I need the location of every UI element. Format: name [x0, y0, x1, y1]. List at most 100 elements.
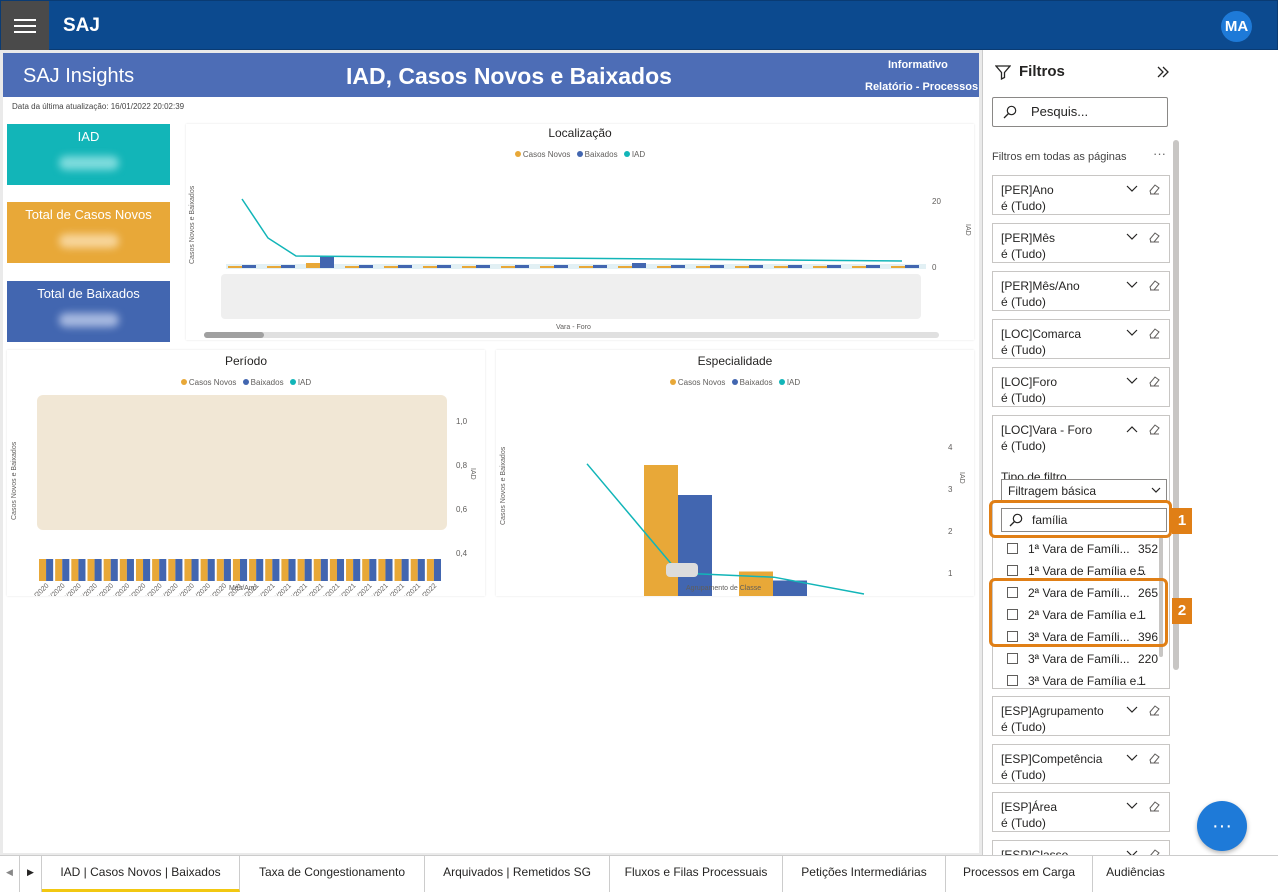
filter-card-vara-foro[interactable]: [LOC]Vara - Foro é (Tudo) Tipo de filtro	[992, 415, 1170, 689]
casos-novos-bar	[618, 266, 632, 268]
card-label: IAD	[77, 129, 100, 144]
menu-icon[interactable]	[1, 1, 49, 51]
chevron-down-icon[interactable]	[1126, 706, 1138, 714]
h-scrollbar-thumb[interactable]	[204, 332, 264, 338]
filter-search-input[interactable]: Pesquis...	[992, 97, 1168, 127]
checkbox[interactable]	[1007, 565, 1018, 576]
especialidade-chart[interactable]: Especialidade Casos Novos Baixados IAD C…	[496, 350, 974, 596]
checkbox[interactable]	[1007, 631, 1018, 642]
checkbox[interactable]	[1007, 653, 1018, 664]
tab-taxa[interactable]: Taxa de Congestionamento	[240, 856, 425, 892]
filter-card-agrupamento[interactable]: [ESP]Agrupamento é (Tudo)	[992, 696, 1170, 736]
checkbox[interactable]	[1007, 587, 1018, 598]
baixados-bar	[353, 559, 361, 581]
y2-tick: 0,4	[456, 549, 468, 558]
baixados-bar	[78, 559, 86, 581]
chevron-down-icon[interactable]	[1126, 329, 1138, 337]
filter-card-area[interactable]: [ESP]Área é (Tudo)	[992, 792, 1170, 832]
baixados-card[interactable]: Total de Baixados	[7, 281, 170, 342]
checkbox[interactable]	[1007, 543, 1018, 554]
casos-novos-bar	[152, 559, 160, 581]
chevron-down-icon[interactable]	[1126, 233, 1138, 241]
y2-tick: 0,6	[456, 505, 468, 514]
tab-prev-icon[interactable]: ◀	[0, 856, 20, 892]
casos-novos-bar	[267, 266, 281, 268]
eraser-icon[interactable]	[1148, 327, 1160, 339]
vara-option[interactable]: 3ª Vara de Família e... 1	[1007, 674, 1146, 686]
casos-novos-bar	[696, 266, 710, 268]
chart-title: Período	[224, 354, 268, 368]
tab-audiencias[interactable]: Audiências	[1106, 865, 1165, 879]
periodo-plot: Casos Novos e Baixados IAD 1,0 0,8 0,6 0…	[11, 395, 476, 596]
chevron-down-icon[interactable]	[1126, 281, 1138, 289]
baixados-bar	[905, 265, 919, 268]
report-link[interactable]: Relatório - Processos	[865, 81, 979, 93]
casos-novos-bar	[71, 559, 79, 581]
tab-processos-carga[interactable]: Processos em Carga	[946, 856, 1093, 892]
casos-novos-bar	[735, 266, 749, 268]
card-value-blurred	[58, 313, 119, 327]
chevron-down-icon[interactable]	[1126, 377, 1138, 385]
collapse-pane-icon[interactable]	[1156, 66, 1170, 78]
baixados-bar	[788, 265, 802, 268]
info-link[interactable]: Informativo	[888, 59, 948, 71]
filter-card-competencia[interactable]: [ESP]Competência é (Tudo)	[992, 744, 1170, 784]
chevron-down-icon[interactable]	[1126, 185, 1138, 193]
filter-card-mes-ano[interactable]: [PER]Mês/Ano é (Tudo)	[992, 271, 1170, 311]
baixados-bar	[515, 265, 529, 268]
eraser-icon[interactable]	[1148, 231, 1160, 243]
vara-option[interactable]: 1ª Vara de Família e... 5	[1007, 564, 1146, 578]
tab-next-icon[interactable]: ▶	[20, 856, 42, 892]
baixados-bar	[773, 580, 807, 596]
filter-card-mes[interactable]: [PER]Mês é (Tudo)	[992, 223, 1170, 263]
checkbox[interactable]	[1007, 675, 1018, 686]
baixados-bar	[336, 559, 345, 581]
vara-option[interactable]: 3ª Vara de Famíli... 220	[1007, 652, 1158, 666]
iad-card[interactable]: IAD	[7, 124, 170, 185]
more-options-icon[interactable]: ···	[1153, 146, 1166, 161]
eraser-icon[interactable]	[1148, 423, 1160, 435]
filter-card-ano[interactable]: [PER]Ano é (Tudo)	[992, 175, 1170, 215]
eraser-icon[interactable]	[1148, 704, 1160, 716]
filter-card-foro[interactable]: [LOC]Foro é (Tudo)	[992, 367, 1170, 407]
filter-type-select[interactable]: Filtragem básica	[1001, 479, 1167, 503]
chevron-up-icon[interactable]	[1126, 425, 1138, 433]
tab-iad[interactable]: IAD | Casos Novos | Baixados	[42, 856, 240, 892]
checkbox[interactable]	[1007, 609, 1018, 620]
baixados-bar	[242, 265, 256, 268]
option-label: 2ª Vara de Famíli...	[1028, 586, 1130, 600]
more-actions-button[interactable]: ···	[1197, 801, 1247, 851]
baixados-bar	[369, 559, 377, 581]
vara-option[interactable]: 2ª Vara de Família e... 1	[1007, 608, 1146, 622]
eraser-icon[interactable]	[1148, 800, 1160, 812]
tab-peticoes[interactable]: Petições Intermediárias	[783, 856, 946, 892]
filter-card-comarca[interactable]: [LOC]Comarca é (Tudo)	[992, 319, 1170, 359]
baixados-bar	[671, 265, 685, 268]
vara-option[interactable]: 1ª Vara de Famíli... 352	[1007, 542, 1158, 556]
list-scrollbar[interactable]	[1159, 537, 1163, 657]
tab-arquivados[interactable]: Arquivados | Remetidos SG	[425, 856, 610, 892]
filter-card-classe[interactable]: [ESP]Classe	[992, 840, 1170, 855]
casos-novos-bar	[55, 559, 63, 581]
baixados-bar	[417, 559, 425, 581]
h-scrollbar[interactable]	[204, 332, 939, 338]
iad-line	[586, 463, 865, 595]
casos-novos-bar	[135, 559, 144, 581]
localizacao-chart[interactable]: Localização Casos Novos Baixados IAD Cas…	[186, 124, 974, 340]
eraser-icon[interactable]	[1148, 279, 1160, 291]
periodo-chart[interactable]: Período Casos Novos Baixados IAD Casos N…	[7, 350, 485, 596]
eraser-icon[interactable]	[1148, 183, 1160, 195]
chevron-down-icon	[1151, 487, 1161, 493]
avatar[interactable]: MA	[1221, 11, 1252, 42]
vara-option[interactable]: 3ª Vara de Famíli... 396	[1007, 630, 1158, 644]
casos-novos-card[interactable]: Total de Casos Novos	[7, 202, 170, 263]
filters-scrollbar[interactable]	[1173, 140, 1179, 670]
casos-novos-bar	[87, 559, 95, 581]
chevron-down-icon[interactable]	[1126, 802, 1138, 810]
tab-fluxos[interactable]: Fluxos e Filas Processuais	[610, 856, 783, 892]
chevron-down-icon[interactable]	[1126, 754, 1138, 762]
vara-search-input[interactable]: família	[1001, 508, 1167, 532]
eraser-icon[interactable]	[1148, 752, 1160, 764]
eraser-icon[interactable]	[1148, 375, 1160, 387]
vara-option[interactable]: 2ª Vara de Famíli... 265	[1007, 586, 1158, 600]
